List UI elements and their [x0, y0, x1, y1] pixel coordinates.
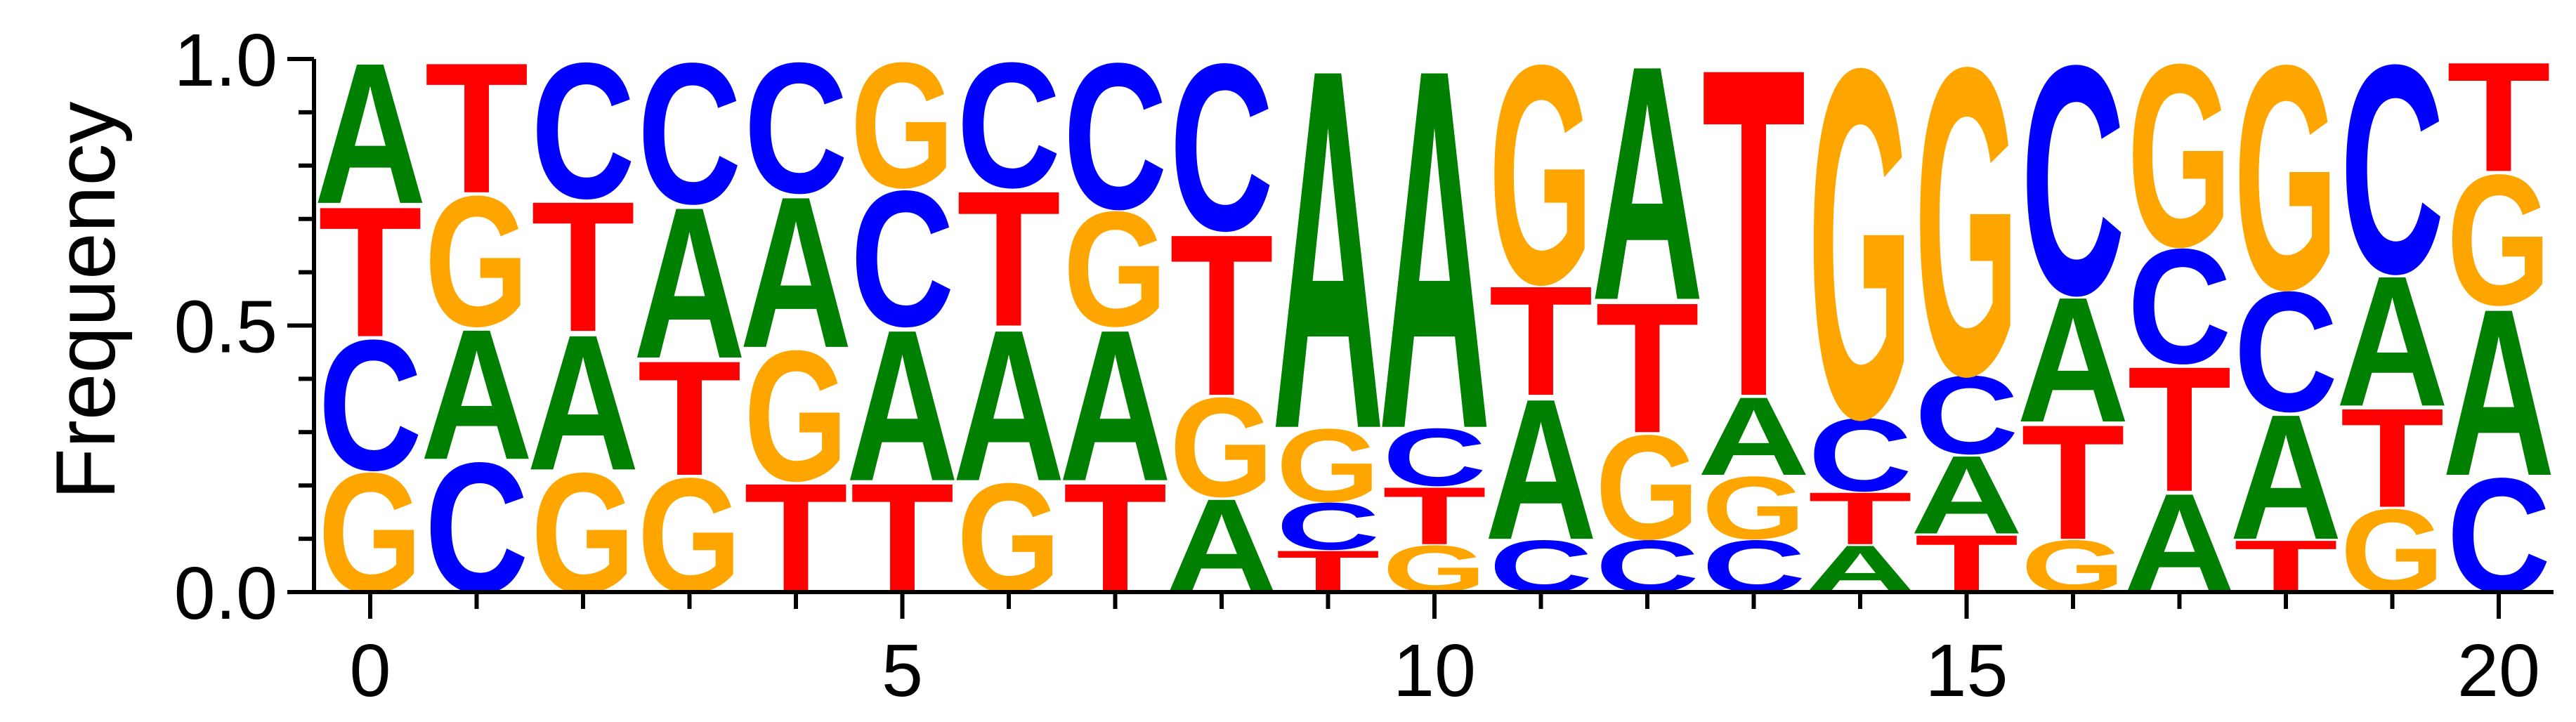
logo-letter-A: A	[740, 151, 852, 393]
logo-letter-T: T	[1382, 471, 1486, 562]
logo-letter-G: G	[2234, 0, 2338, 357]
y-tick-label: 1.0	[174, 19, 277, 102]
logo-letter-A: A	[1484, 357, 1597, 582]
logo-letter-T: T	[425, 24, 529, 232]
logo-letter-C: C	[1276, 489, 1380, 564]
x-tick-label: 10	[1393, 629, 1476, 712]
logo-letter-A: A	[527, 296, 639, 511]
x-tick-label: 0	[350, 629, 391, 712]
logo-letter-A: A	[1910, 432, 2022, 557]
logo-letter-T: T	[1170, 187, 1274, 445]
logo-letter-A: A	[2443, 259, 2555, 525]
logo-letter-A: A	[314, 22, 426, 247]
logo-letter-T: T	[1489, 254, 1593, 428]
logo-letter-G: G	[851, 25, 955, 225]
logo-letter-T: T	[531, 162, 635, 370]
logo-letter-C: C	[2234, 256, 2338, 447]
logo-letter-A: A	[2230, 377, 2342, 577]
logo-letter-G: G	[1064, 178, 1168, 361]
logo-letter-A: A	[1378, 0, 1491, 536]
axes: 0.0 0.5 1.0 0 5 10 15 20	[174, 19, 2554, 712]
logo-letter-C: C	[637, 21, 741, 246]
logo-letter-T: T	[2128, 329, 2232, 529]
logo-letter-A: A	[1271, 0, 1384, 536]
logo-letter-A: A	[1059, 284, 1171, 526]
y-ticks: 0.0 0.5 1.0	[174, 19, 314, 635]
logo-letter-C: C	[1063, 20, 1167, 254]
logo-letter-A: A	[846, 284, 958, 526]
x-tick-label: 20	[2457, 629, 2540, 712]
logo-letter-A: A	[420, 291, 532, 499]
logo-letter-G: G	[425, 157, 529, 365]
y-tick-label: 0.0	[174, 552, 277, 635]
logo-letter-T: T	[2341, 379, 2445, 537]
logo-letter-C: C	[318, 302, 422, 509]
logo-letter-T: T	[2021, 391, 2125, 574]
logo-letter-C: C	[957, 25, 1061, 225]
logo-letter-T: T	[1595, 263, 1699, 471]
logo-letters: GCTACAGTGATCGTACTGACTACGGATCTAGCAGTCTCGA…	[314, 0, 2555, 632]
logo-letter-G: G	[1702, 459, 1806, 558]
logo-letter-T: T	[318, 168, 422, 376]
logo-letter-C: C	[2340, 3, 2444, 336]
logo-letter-G: G	[1489, 0, 1593, 350]
logo-letter-G: G	[2447, 136, 2551, 343]
logo-letter-A: A	[953, 284, 1065, 526]
logo-letter-T: T	[638, 327, 742, 510]
logo-letter-C: C	[1170, 15, 1274, 281]
logo-letter-A: A	[633, 162, 745, 403]
logo-letter-G: G	[744, 311, 848, 519]
logo-letter-T: T	[1702, 0, 1806, 494]
logo-letter-A: A	[1591, 0, 1704, 370]
logo-letter-G: G	[2128, 11, 2232, 301]
logo-letter-G: G	[1808, 0, 1912, 523]
y-tick-label: 0.5	[174, 286, 277, 369]
logo-letter-T: T	[957, 150, 1061, 367]
logo-letter-C: C	[744, 25, 848, 232]
logo-letter-A: A	[2336, 237, 2448, 445]
logo-letter-C: C	[531, 23, 635, 239]
logo-letter-G: G	[1595, 405, 1699, 571]
logo-letter-A: A	[1697, 374, 1810, 499]
logo-letter-C: C	[2127, 214, 2231, 398]
logo-letter-G: G	[1170, 368, 1274, 526]
logo-letter-C: C	[850, 151, 954, 367]
x-ticks: 0 5 10 15 20	[350, 592, 2540, 712]
logo-letter-C: C	[1808, 396, 1912, 513]
logo-letter-C: C	[1382, 412, 1486, 503]
logo-letter-C: C	[1914, 353, 2018, 478]
y-axis-label: Frequency	[39, 102, 133, 500]
x-tick-label: 15	[1926, 629, 2008, 712]
logo-letter-A: A	[2017, 260, 2129, 460]
x-tick-label: 5	[882, 629, 923, 712]
logo-letter-C: C	[2021, 0, 2125, 364]
logo-letter-T: T	[1808, 477, 1912, 560]
logo-letter-G: G	[1276, 408, 1380, 524]
logo-letter-T: T	[2447, 29, 2551, 204]
logo-letter-G: G	[1915, 0, 2019, 466]
